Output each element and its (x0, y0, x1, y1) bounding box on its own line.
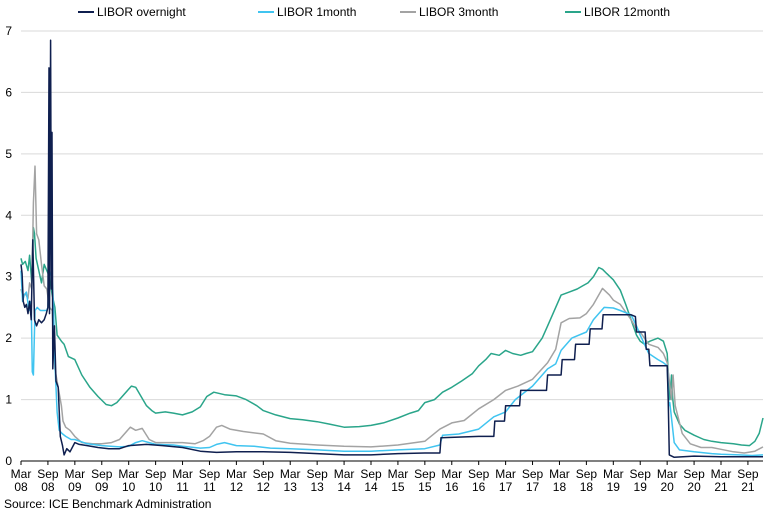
x-tick-year-27: 21 (741, 480, 755, 494)
x-tick-year-1: 08 (41, 480, 55, 494)
y-tick-label-4: 4 (5, 208, 12, 222)
x-tick-year-15: 15 (418, 480, 432, 494)
x-tick-month-2: Mar (65, 467, 86, 481)
x-tick-year-2: 09 (68, 480, 82, 494)
series-line-libor-12month (20, 226, 764, 447)
x-tick-month-7: Sep (199, 467, 221, 481)
y-tick-label-0: 0 (5, 454, 12, 468)
y-tick-label-7: 7 (5, 24, 12, 38)
x-tick-month-24: Mar (657, 467, 678, 481)
x-tick-year-23: 19 (634, 480, 648, 494)
series-layer (20, 39, 764, 459)
x-tick-year-7: 11 (203, 480, 216, 494)
x-tick-month-0: Mar (11, 467, 32, 481)
y-tick-label-3: 3 (5, 270, 12, 284)
x-tick-month-12: Mar (334, 467, 355, 481)
x-tick-month-15: Sep (414, 467, 436, 481)
x-tick-month-10: Mar (280, 467, 301, 481)
x-tick-year-26: 21 (714, 480, 728, 494)
x-tick-year-10: 13 (284, 480, 298, 494)
legend-label-0: LIBOR overnight (97, 5, 186, 19)
x-tick-month-20: Mar (549, 467, 570, 481)
x-tick-month-25: Sep (683, 467, 705, 481)
x-tick-year-0: 08 (14, 480, 28, 494)
x-tick-month-14: Mar (388, 467, 409, 481)
x-tick-month-16: Mar (441, 467, 462, 481)
x-tick-year-6: 11 (176, 480, 189, 494)
x-tick-month-19: Sep (522, 467, 544, 481)
libor-line-chart: 01234567Mar08Sep08Mar09Sep09Mar10Sep10Ma… (5, 5, 764, 494)
x-tick-year-17: 16 (472, 480, 486, 494)
source-note: Source: ICE Benchmark Administration (4, 497, 212, 511)
x-tick-month-22: Mar (603, 467, 624, 481)
x-tick-month-3: Sep (91, 467, 113, 481)
y-tick-label-5: 5 (5, 147, 12, 161)
x-tick-year-22: 19 (607, 480, 621, 494)
series-line-libor-3month (20, 165, 764, 454)
axes: 01234567Mar08Sep08Mar09Sep09Mar10Sep10Ma… (5, 24, 763, 494)
x-tick-year-14: 15 (391, 480, 405, 494)
x-tick-month-4: Mar (118, 467, 139, 481)
x-tick-year-19: 17 (526, 480, 540, 494)
x-tick-month-11: Sep (306, 467, 328, 481)
legend-label-3: LIBOR 12month (584, 5, 670, 19)
series-line-libor-overnight (20, 39, 763, 459)
x-tick-year-9: 12 (257, 480, 271, 494)
x-tick-month-1: Sep (37, 467, 59, 481)
legend-label-1: LIBOR 1month (277, 5, 356, 19)
x-tick-year-3: 09 (95, 480, 109, 494)
x-tick-month-27: Sep (737, 467, 759, 481)
x-tick-year-16: 16 (445, 480, 459, 494)
x-tick-year-8: 12 (230, 480, 244, 494)
x-tick-year-13: 14 (364, 480, 378, 494)
x-tick-month-5: Sep (145, 467, 167, 481)
legend-label-2: LIBOR 3month (419, 5, 498, 19)
x-tick-year-4: 10 (122, 480, 136, 494)
x-tick-month-6: Mar (172, 467, 193, 481)
x-tick-year-5: 10 (149, 480, 163, 494)
x-tick-year-12: 14 (337, 480, 351, 494)
x-tick-month-23: Sep (630, 467, 652, 481)
x-tick-year-11: 13 (310, 480, 324, 494)
y-tick-label-2: 2 (5, 331, 12, 345)
x-tick-year-18: 17 (499, 480, 513, 494)
x-tick-month-13: Sep (360, 467, 382, 481)
x-tick-year-24: 20 (660, 480, 674, 494)
x-tick-month-8: Mar (226, 467, 247, 481)
x-tick-month-18: Mar (495, 467, 516, 481)
x-tick-month-21: Sep (576, 467, 598, 481)
y-tick-label-6: 6 (5, 85, 12, 99)
x-tick-year-20: 18 (553, 480, 567, 494)
x-tick-month-9: Sep (253, 467, 275, 481)
x-tick-month-17: Sep (468, 467, 490, 481)
x-tick-month-26: Mar (711, 467, 732, 481)
gridlines (21, 30, 763, 401)
legend: LIBOR overnight LIBOR 1month LIBOR 3month L… (78, 5, 670, 19)
x-tick-year-25: 20 (687, 480, 701, 494)
x-tick-year-21: 18 (580, 480, 594, 494)
y-tick-label-1: 1 (5, 393, 12, 407)
